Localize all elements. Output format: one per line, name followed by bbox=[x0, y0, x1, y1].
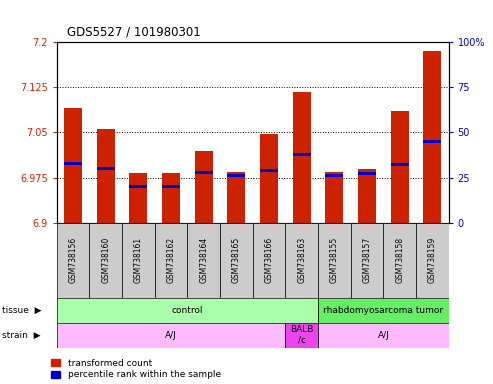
Bar bbox=[129, 185, 147, 188]
Bar bbox=[129, 173, 147, 223]
Text: GDS5527 / 101980301: GDS5527 / 101980301 bbox=[67, 25, 200, 38]
Bar bbox=[423, 51, 441, 223]
Bar bbox=[57, 298, 318, 323]
Text: A/J: A/J bbox=[165, 331, 177, 339]
Bar bbox=[227, 172, 246, 223]
Bar bbox=[390, 164, 409, 167]
Text: GSM738157: GSM738157 bbox=[362, 237, 372, 283]
Text: A/J: A/J bbox=[378, 331, 389, 339]
Bar bbox=[195, 151, 212, 223]
Bar bbox=[285, 323, 318, 348]
Bar bbox=[383, 223, 416, 298]
Bar bbox=[358, 169, 376, 223]
Bar bbox=[285, 223, 318, 298]
Text: control: control bbox=[172, 306, 203, 314]
Bar bbox=[358, 172, 376, 175]
Text: GSM738160: GSM738160 bbox=[101, 237, 110, 283]
Bar bbox=[416, 223, 449, 298]
Text: rhabdomyosarcoma tumor: rhabdomyosarcoma tumor bbox=[323, 306, 443, 314]
Bar bbox=[162, 185, 180, 188]
Bar bbox=[89, 223, 122, 298]
Bar bbox=[122, 223, 155, 298]
Text: GSM738166: GSM738166 bbox=[264, 237, 274, 283]
Bar bbox=[318, 298, 449, 323]
Text: GSM738161: GSM738161 bbox=[134, 237, 143, 283]
Bar bbox=[293, 152, 311, 156]
Bar bbox=[220, 223, 252, 298]
Text: GSM738164: GSM738164 bbox=[199, 237, 208, 283]
Text: GSM738159: GSM738159 bbox=[428, 237, 437, 283]
Text: tissue  ▶: tissue ▶ bbox=[2, 306, 42, 314]
Text: GSM738165: GSM738165 bbox=[232, 237, 241, 283]
Bar bbox=[195, 170, 212, 174]
Text: GSM738155: GSM738155 bbox=[330, 237, 339, 283]
Bar bbox=[252, 223, 285, 298]
Bar bbox=[155, 223, 187, 298]
Bar bbox=[351, 223, 383, 298]
Bar bbox=[64, 162, 82, 165]
Bar bbox=[64, 108, 82, 223]
Text: GSM738156: GSM738156 bbox=[69, 237, 77, 283]
Legend: transformed count, percentile rank within the sample: transformed count, percentile rank withi… bbox=[51, 359, 221, 379]
Bar bbox=[57, 223, 89, 298]
Bar bbox=[227, 174, 246, 177]
Text: GSM738158: GSM738158 bbox=[395, 237, 404, 283]
Bar bbox=[318, 323, 449, 348]
Bar bbox=[318, 223, 351, 298]
Bar bbox=[260, 169, 278, 172]
Bar bbox=[260, 134, 278, 223]
Bar bbox=[97, 167, 115, 170]
Bar bbox=[97, 129, 115, 223]
Bar bbox=[423, 140, 441, 143]
Bar bbox=[390, 111, 409, 223]
Text: strain  ▶: strain ▶ bbox=[2, 331, 41, 339]
Bar bbox=[187, 223, 220, 298]
Bar bbox=[325, 174, 343, 177]
Text: GSM738163: GSM738163 bbox=[297, 237, 306, 283]
Bar bbox=[162, 174, 180, 223]
Text: BALB
/c: BALB /c bbox=[290, 325, 314, 345]
Text: GSM738162: GSM738162 bbox=[167, 237, 176, 283]
Bar bbox=[57, 323, 285, 348]
Bar bbox=[325, 172, 343, 223]
Bar bbox=[293, 91, 311, 223]
